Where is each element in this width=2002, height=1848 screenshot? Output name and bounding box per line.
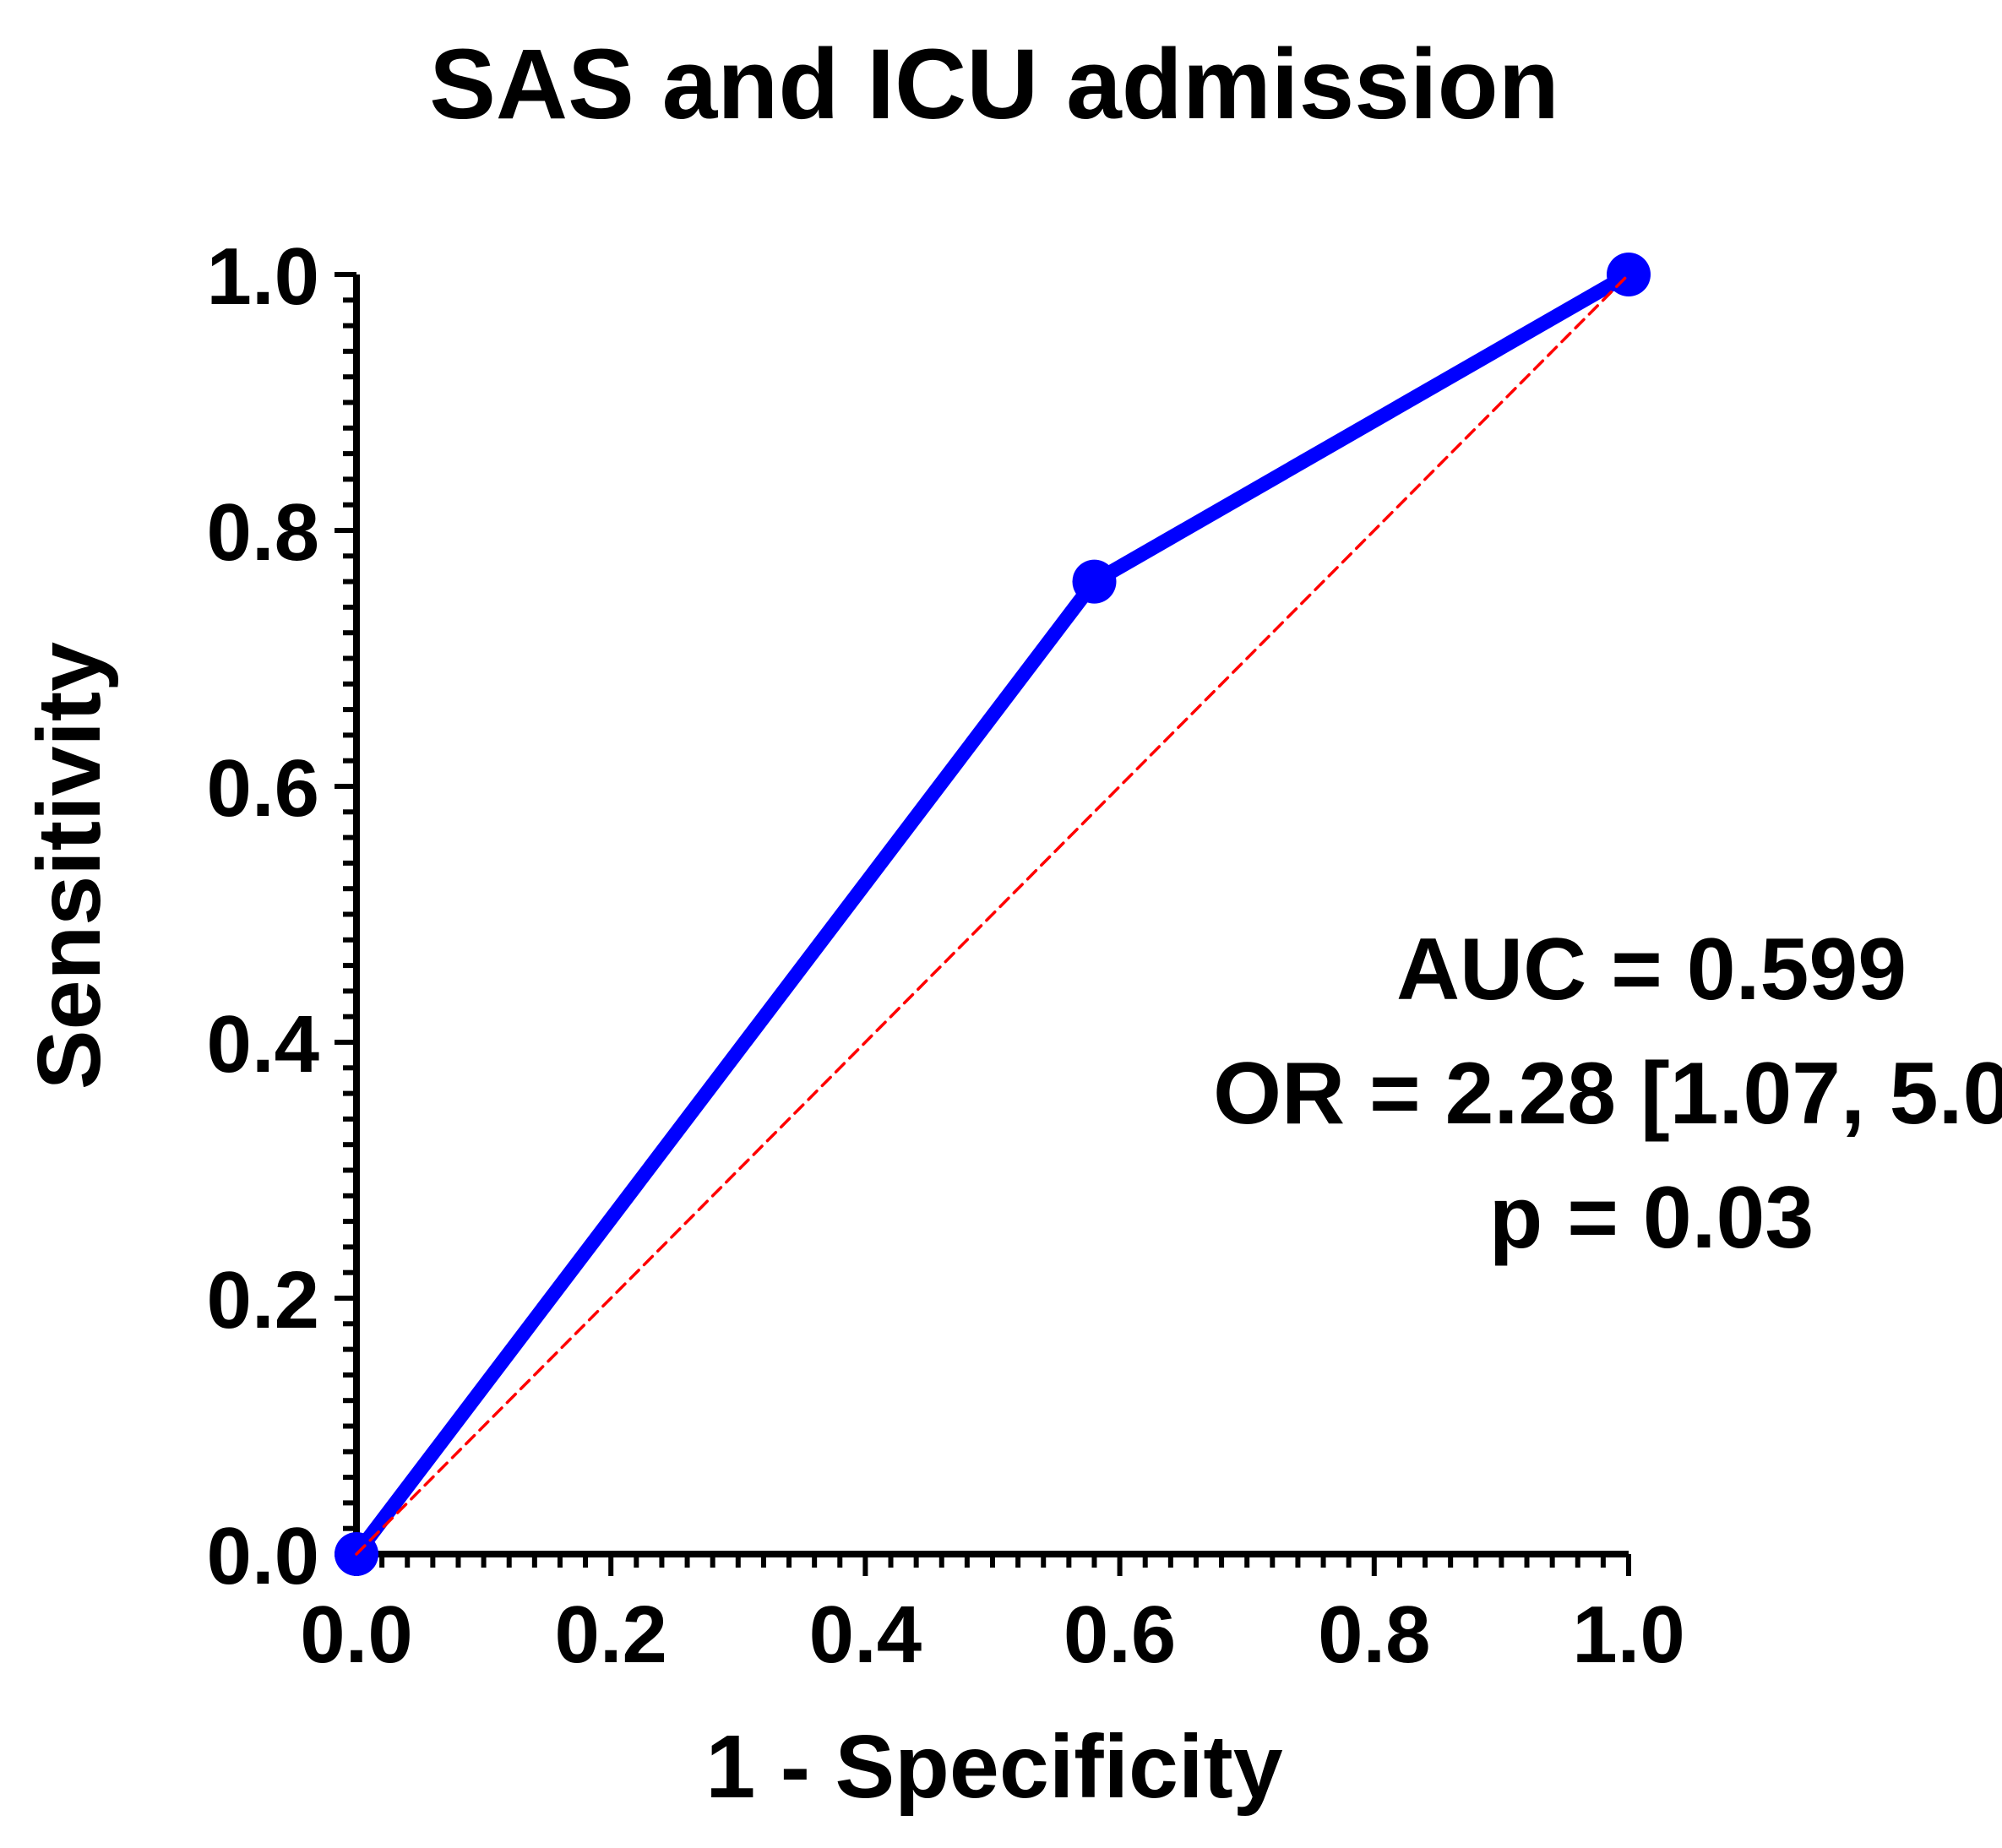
y-tick-label: 0.6 xyxy=(207,743,319,834)
odds-ratio-annotation: OR = 2.28 [1.07, 5.01] xyxy=(1213,1045,2002,1143)
series-layer xyxy=(335,253,1651,1576)
x-tick-label: 0.8 xyxy=(1318,1590,1430,1680)
y-tick-label: 0.8 xyxy=(207,487,319,578)
x-tick-label: 1.0 xyxy=(1572,1590,1684,1680)
p-value-annotation: p = 0.03 xyxy=(1489,1169,1814,1267)
x-axis-ticks: 0.0 0.2 0.4 0.6 0.8 1.0 xyxy=(300,1554,1685,1680)
y-axis-ticks: 0.0 0.2 0.4 0.6 0.8 1.0 xyxy=(207,231,356,1601)
y-tick-label: 0.4 xyxy=(207,999,319,1090)
x-tick-label: 0.0 xyxy=(300,1590,412,1680)
x-axis-label: 1 - Specificity xyxy=(705,1717,1282,1817)
stats-annotation: AUC = 0.599 OR = 2.28 [1.07, 5.01] p = 0… xyxy=(1213,921,2002,1267)
reference-diagonal-line xyxy=(355,273,1630,1556)
auc-annotation: AUC = 0.599 xyxy=(1396,921,1907,1019)
y-tick-label: 0.0 xyxy=(207,1511,319,1601)
x-tick-label: 0.2 xyxy=(554,1590,666,1680)
roc-point-marker xyxy=(1072,559,1117,604)
chart-title: SAS and ICU admission xyxy=(429,29,1559,140)
roc-point-marker xyxy=(1607,253,1651,296)
x-tick-label: 0.6 xyxy=(1064,1590,1176,1680)
y-tick-label: 0.2 xyxy=(207,1255,319,1345)
y-axis-label: Sensitivity xyxy=(19,642,119,1090)
y-tick-label: 1.0 xyxy=(207,231,319,322)
x-tick-label: 0.4 xyxy=(809,1590,922,1680)
